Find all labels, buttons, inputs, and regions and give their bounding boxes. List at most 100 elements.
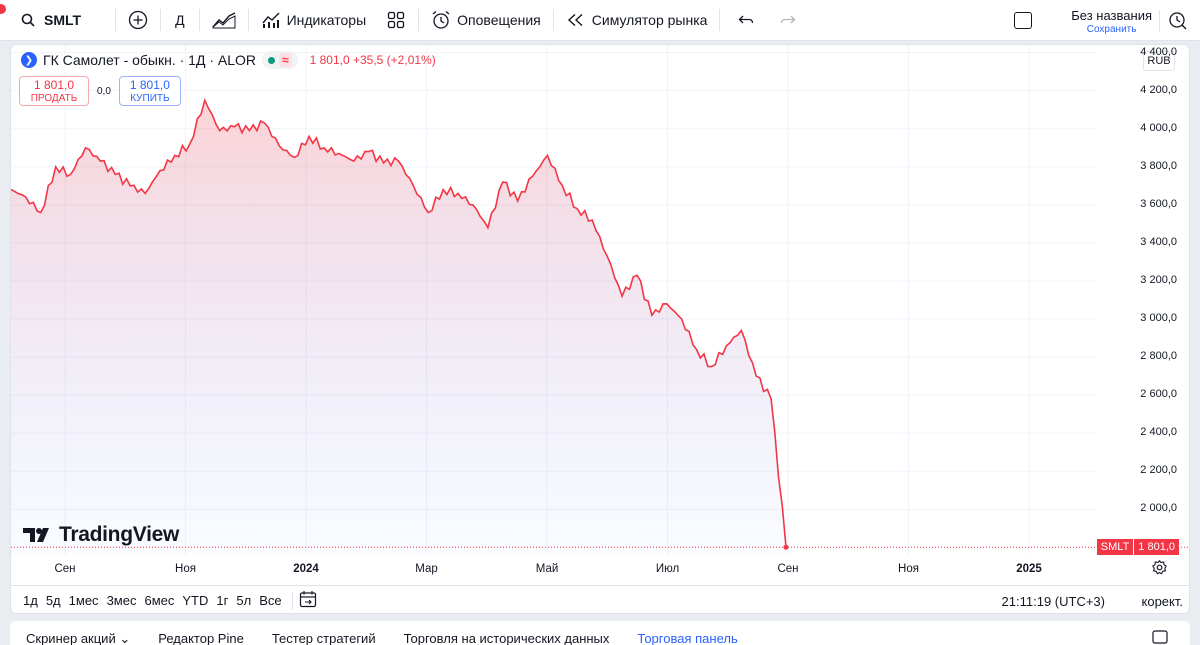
indicators-label: Индикаторы [286,12,367,28]
chart-settings-gear-icon[interactable] [1152,559,1167,578]
toolbar-divider [247,9,249,31]
chart-type-button[interactable] [202,0,246,41]
last-price-tag: SMLT 1 801,0 [1096,539,1179,556]
delayed-data-badge: ≈ [279,53,292,67]
toolbar-divider [719,9,721,31]
symbol-search-button[interactable]: SMLT [0,0,91,41]
quick-search-icon[interactable] [1168,10,1188,33]
time-axis-tick: Ноя [175,563,196,575]
date-range-bar: 1д 5д 1мес 3мес 6мес YTD 1г 5л Все 21:11:19 (UTC… [11,585,1189,613]
bottom-tab[interactable]: Тестер стратегий [271,631,376,645]
layout-save-link[interactable]: Сохранить [1086,24,1137,35]
replay-label: Симулятор рынка [591,12,708,28]
bottom-panel-tabs: Скринер акций ⌄ Редактор Pine Тестер страт… [10,621,1190,645]
price-axis-tick: 4 400,0 [1140,45,1177,58]
tradingview-logo[interactable]: TradingView [23,523,179,547]
legend-title[interactable]: ГК Самолет - обыкн. · 1Д · ALOR [43,52,257,68]
range-button[interactable]: 5л [236,593,252,608]
alarm-clock-icon [431,10,451,30]
buy-button[interactable]: 1 801,0 КУПИТЬ [118,76,181,106]
toolbar-divider [198,9,200,31]
sell-label: ПРОДАТЬ [30,93,78,104]
price-axis-tick: 2 600,0 [1140,388,1177,401]
redo-icon [778,10,798,30]
price-axis-tick: 4 200,0 [1140,83,1177,96]
range-button[interactable]: Все [259,593,282,608]
alerts-button[interactable]: Оповещения [421,0,551,41]
alerts-label: Оповещения [457,12,541,28]
sell-price: 1 801,0 [33,78,75,92]
redo-button[interactable] [770,0,806,41]
spread-value: 0,0 [97,85,111,97]
chart-pane[interactable]: ❯ ГК Самолет - обыкн. · 1Д · ALOR ≈ 1 80… [10,44,1190,614]
layout-name: Без названия [1071,8,1152,23]
time-axis-tick: 2025 [1016,563,1042,575]
undo-icon [736,10,756,30]
price-axis-tick: 3 400,0 [1140,235,1177,248]
plus-circle-icon [128,10,148,30]
time-axis-tick: Ноя [898,563,919,575]
range-button[interactable]: 6мес [144,593,175,608]
notification-dot [0,4,6,14]
range-button[interactable]: 5д [45,593,61,608]
range-button[interactable]: 1г [216,593,229,608]
bottom-tab[interactable]: Торговая панель [637,631,738,645]
maximize-panel-icon[interactable] [1152,630,1168,645]
timezone-clock[interactable]: 21:11:19 (UTC+3) [1001,594,1105,609]
price-axis-tick: 3 600,0 [1140,197,1177,210]
indicators-button[interactable]: Индикаторы [251,0,377,41]
symbol-logo-icon: ❯ [21,52,37,68]
range-button[interactable]: 3мес [106,593,137,608]
time-axis-tick: Мар [415,563,438,575]
toolbar-divider [160,9,162,31]
time-axis-tick: Июл [655,563,680,575]
chevron-down-icon: ⌄ [115,631,131,645]
price-axis-tick: 3 000,0 [1140,312,1177,325]
sell-button[interactable]: 1 801,0 ПРОДАТЬ [19,76,89,106]
interval-button[interactable]: Д [163,0,196,41]
toolbar-divider [1159,10,1160,32]
buy-price: 1 801,0 [129,78,170,92]
toolbar-divider [552,9,554,31]
range-button[interactable]: 1д [23,593,38,608]
go-to-date-calendar-icon[interactable] [299,590,317,611]
brand-name: TradingView [59,523,180,546]
market-open-icon [268,56,276,64]
range-button[interactable]: 1мес [68,593,99,608]
grid-icon [386,10,406,30]
range-buttons: 1д 5д 1мес 3мес 6мес YTD 1г 5л Все [19,593,286,608]
time-axis-tick: Сен [54,563,76,575]
undo-button[interactable] [722,0,770,41]
bottom-tab[interactable]: Скринер акций ⌄ [26,631,131,645]
symbol-label: SMLT [44,12,82,28]
bottom-tab[interactable]: Редактор Pine [158,631,244,645]
search-icon [18,10,38,30]
price-line [11,97,787,548]
indicators-icon [261,10,281,30]
last-price-marker [783,544,789,550]
price-axis-tick: 3 800,0 [1140,159,1177,172]
market-status-pill[interactable]: ≈ [262,51,298,69]
trade-buttons: 1 801,0 ПРОДАТЬ 0,0 1 801,0 КУПИТЬ [19,76,181,106]
layout-name-button[interactable]: Без названия Сохранить [1071,8,1152,35]
layout-checkbox-icon[interactable] [1014,12,1032,29]
price-tag-value: 1 801,0 [1134,539,1179,556]
range-button[interactable]: YTD [182,593,209,608]
price-chart[interactable] [11,45,1190,585]
tradingview-logo-icon [23,528,49,542]
templates-button[interactable] [376,0,416,41]
legend-values: 1 801,0 +35,5 (+2,01%) [309,53,436,67]
currency-selector[interactable]: RUB [1143,51,1175,71]
price-area-fill [11,100,786,555]
compare-button[interactable] [118,0,158,41]
toolbar-divider [115,9,117,31]
price-axis-tick: 2 200,0 [1140,464,1177,477]
adjustment-toggle[interactable]: корект. [1141,594,1183,609]
range-divider [291,591,293,610]
price-axis-tick: 3 200,0 [1140,273,1177,286]
replay-button[interactable]: Симулятор рынка [556,0,718,41]
rewind-icon [566,10,586,30]
chart-legend: ❯ ГК Самолет - обыкн. · 1Д · ALOR ≈ 1 80… [21,51,436,69]
bottom-tab[interactable]: Торговля на исторических данных [403,631,610,645]
toolbar-divider [418,9,420,31]
